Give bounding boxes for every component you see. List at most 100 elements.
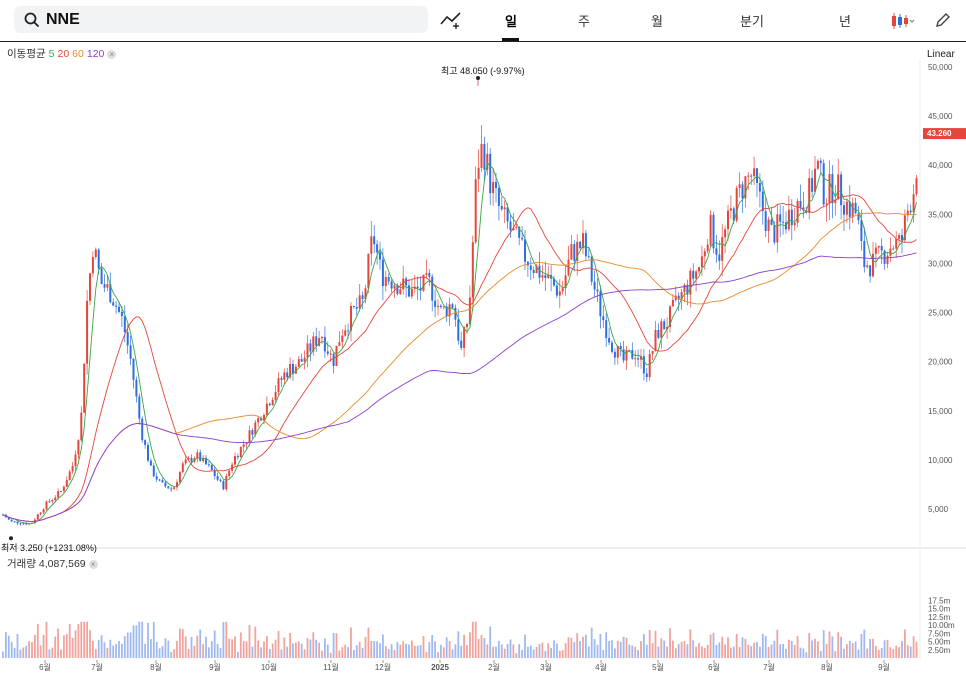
candle-body xyxy=(883,250,886,264)
candle-body xyxy=(906,210,909,216)
candle-body xyxy=(489,153,492,194)
candle-body xyxy=(254,422,257,435)
tab-day[interactable]: 일 xyxy=(505,14,517,29)
candle-body xyxy=(767,219,770,232)
volume-bar xyxy=(25,645,28,658)
x-tick-label: 3월 xyxy=(540,662,552,672)
volume-bar xyxy=(593,639,596,658)
price-tick-label: 30,000 xyxy=(928,259,953,268)
volume-bar xyxy=(150,638,152,658)
candle-body xyxy=(642,356,645,374)
candle-body xyxy=(303,357,306,362)
volume-bar xyxy=(651,643,654,658)
candle-body xyxy=(323,337,326,352)
volume-bar xyxy=(364,637,367,658)
search-input[interactable]: NNE xyxy=(14,6,428,33)
volume-bar xyxy=(579,640,581,658)
volume-bar xyxy=(567,637,570,658)
ma-120-label[interactable]: 120 xyxy=(86,48,105,60)
candle-body xyxy=(738,184,741,188)
candle-body xyxy=(845,201,848,215)
candle-body xyxy=(10,519,13,522)
candle-body xyxy=(129,345,132,359)
candle-body xyxy=(503,207,506,210)
volume-bar xyxy=(292,643,294,658)
current-price-tag xyxy=(923,128,966,140)
candle-body xyxy=(669,306,671,327)
candle-body xyxy=(611,342,613,352)
x-tick-label: 8월 xyxy=(150,662,162,672)
candle-body xyxy=(500,205,503,210)
volume-bar xyxy=(657,646,660,658)
volume-legend: 거래량 4,087,569 × xyxy=(7,556,98,571)
volume-bar xyxy=(840,636,842,658)
close-icon[interactable]: × xyxy=(88,559,98,569)
candle-body xyxy=(355,307,358,309)
candlestick-type-icon[interactable] xyxy=(890,12,916,30)
volume-bar xyxy=(785,648,787,658)
volume-bar xyxy=(332,633,335,658)
scale-toggle[interactable]: Linear xyxy=(927,49,955,60)
ma-20-label[interactable]: 20 xyxy=(57,48,70,60)
volume-bar xyxy=(582,636,584,658)
candle-body xyxy=(686,284,689,295)
indicator-add-icon[interactable] xyxy=(440,10,462,30)
candle-body xyxy=(370,236,373,254)
ma-5-label[interactable]: 5 xyxy=(48,48,55,60)
volume-bar xyxy=(77,624,80,658)
candle-body xyxy=(451,304,454,308)
volume-bar xyxy=(689,629,692,658)
candle-body xyxy=(605,320,608,339)
volume-bar xyxy=(790,640,793,658)
candle-body xyxy=(384,276,387,287)
volume-bar xyxy=(42,634,45,658)
candle-body xyxy=(387,276,390,282)
candle-body xyxy=(492,181,495,194)
candle-body xyxy=(840,174,843,206)
search-query: NNE xyxy=(46,11,80,28)
tab-month[interactable]: 월 xyxy=(651,14,663,29)
volume-bar xyxy=(735,633,738,658)
candle-body xyxy=(274,392,277,400)
volume-bar xyxy=(408,644,410,658)
candle-body xyxy=(645,373,648,378)
tab-week[interactable]: 주 xyxy=(578,14,590,29)
candle-body xyxy=(199,452,202,462)
close-icon[interactable]: × xyxy=(107,49,117,59)
volume-bar xyxy=(608,641,610,658)
volume-bar xyxy=(115,644,117,658)
candle-body xyxy=(381,259,384,287)
tab-year[interactable]: 년 xyxy=(839,14,851,29)
candle-body xyxy=(497,188,500,206)
candle-body xyxy=(599,291,602,317)
candle-body xyxy=(584,233,587,257)
volume-bar xyxy=(442,647,445,658)
volume-bar xyxy=(590,627,593,658)
volume-bar xyxy=(744,638,747,658)
candle-body xyxy=(54,497,57,500)
pencil-icon[interactable] xyxy=(934,11,952,29)
candle-body xyxy=(819,160,822,164)
ma-60-label[interactable]: 60 xyxy=(72,48,84,60)
volume-bar xyxy=(811,640,813,658)
candle-body xyxy=(338,342,341,346)
candle-body xyxy=(268,403,271,406)
tab-quarter[interactable]: 분기 xyxy=(740,14,764,29)
x-tick-label: 9월 xyxy=(878,662,890,672)
candle-body xyxy=(97,249,100,269)
active-tab-indicator xyxy=(502,38,519,41)
volume-bar xyxy=(428,642,431,658)
candle-body xyxy=(628,349,631,351)
volume-bar xyxy=(190,637,193,658)
volume-bar xyxy=(92,640,94,658)
candle-body xyxy=(460,340,463,348)
volume-bar xyxy=(413,645,416,658)
volume-bar xyxy=(355,645,358,658)
volume-bar xyxy=(698,642,700,658)
candle-body xyxy=(106,284,109,288)
volume-bar xyxy=(843,648,845,658)
volume-tick-label: 2.50m xyxy=(928,646,951,655)
candle-body xyxy=(141,418,144,441)
volume-bar xyxy=(527,646,529,658)
